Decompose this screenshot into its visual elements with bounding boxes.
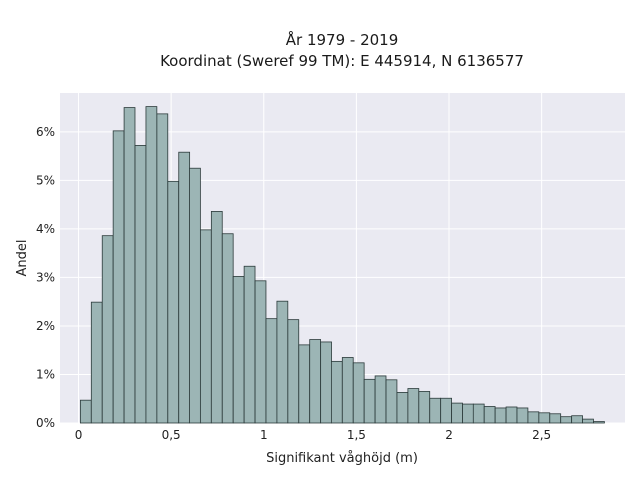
histogram-bar [265,318,278,424]
histogram-bar [320,341,332,424]
histogram-bar [440,397,452,424]
histogram-bar [276,300,289,424]
histogram-bar [418,391,431,424]
histogram-bar [407,388,420,424]
y-tick-label: 6% [36,125,55,139]
x-tick-label: 1,5 [347,428,366,442]
histogram-bar [505,406,518,424]
x-tick-label: 2,5 [532,428,551,442]
histogram-bar [156,113,169,424]
histogram-bar [90,301,103,424]
x-axis-label: Signifikant våghöjd (m) [266,451,418,466]
chart-title-line-2: Koordinat (Sweref 99 TM): E 445914, N 61… [160,52,524,70]
histogram-bar [374,375,387,424]
histogram-bar [189,167,201,424]
histogram-bar [560,416,573,424]
x-tick-label: 1 [260,428,268,442]
histogram-bar [221,233,234,424]
histogram-bar [385,379,398,424]
x-tick-label: 0 [75,428,83,442]
histogram-bar [341,357,354,424]
histogram-bar [112,130,125,424]
y-tick-label: 4% [36,222,55,236]
histogram-bar [79,399,92,424]
histogram-bar [472,403,485,424]
histogram-bar [232,276,245,424]
histogram-bar [210,211,223,424]
histogram-bar [200,229,212,424]
histogram-bar [123,107,136,424]
histogram-bar [101,235,114,424]
histogram-bar [516,407,529,424]
histogram-bar [483,406,496,424]
y-tick-label: 3% [36,270,55,284]
histogram-bar [243,265,256,424]
histogram-bar [527,411,540,424]
histogram-bar [396,392,409,424]
y-tick-label: 5% [36,173,55,187]
histogram-bar [298,344,311,424]
histogram-bar [429,397,442,424]
histogram-bar [145,106,158,424]
histogram-bar [167,180,180,424]
histogram-bar [571,415,583,424]
histogram-bar [462,403,474,424]
histogram-bar [363,378,376,424]
histogram-bar [134,145,147,424]
y-tick-label: 1% [36,367,55,381]
histogram-bar [549,413,562,424]
y-axis-label: Andel [15,240,30,277]
histogram-bar [582,418,594,424]
histogram-bar [309,339,322,424]
histogram-bar [330,360,343,424]
y-tick-labels: 0% 1% 2% 3% 4% 5% 6% [36,125,55,430]
y-tick-label: 0% [36,416,55,430]
chart-title-line-1: År 1979 - 2019 [286,30,399,49]
x-tick-labels: 0 0,5 1 1,5 2 2,5 [75,428,551,442]
histogram-bar [254,280,267,424]
y-tick-label: 2% [36,319,55,333]
histogram-bar [352,362,365,424]
histogram-bars [79,106,605,424]
histogram-bar [451,402,463,424]
histogram-bar [593,421,605,424]
histogram-bar [287,319,300,424]
x-tick-label: 0,5 [162,428,181,442]
histogram-bar [178,151,191,424]
histogram-bar [538,412,551,424]
histogram-bar [494,407,507,424]
x-tick-label: 2 [445,428,453,442]
